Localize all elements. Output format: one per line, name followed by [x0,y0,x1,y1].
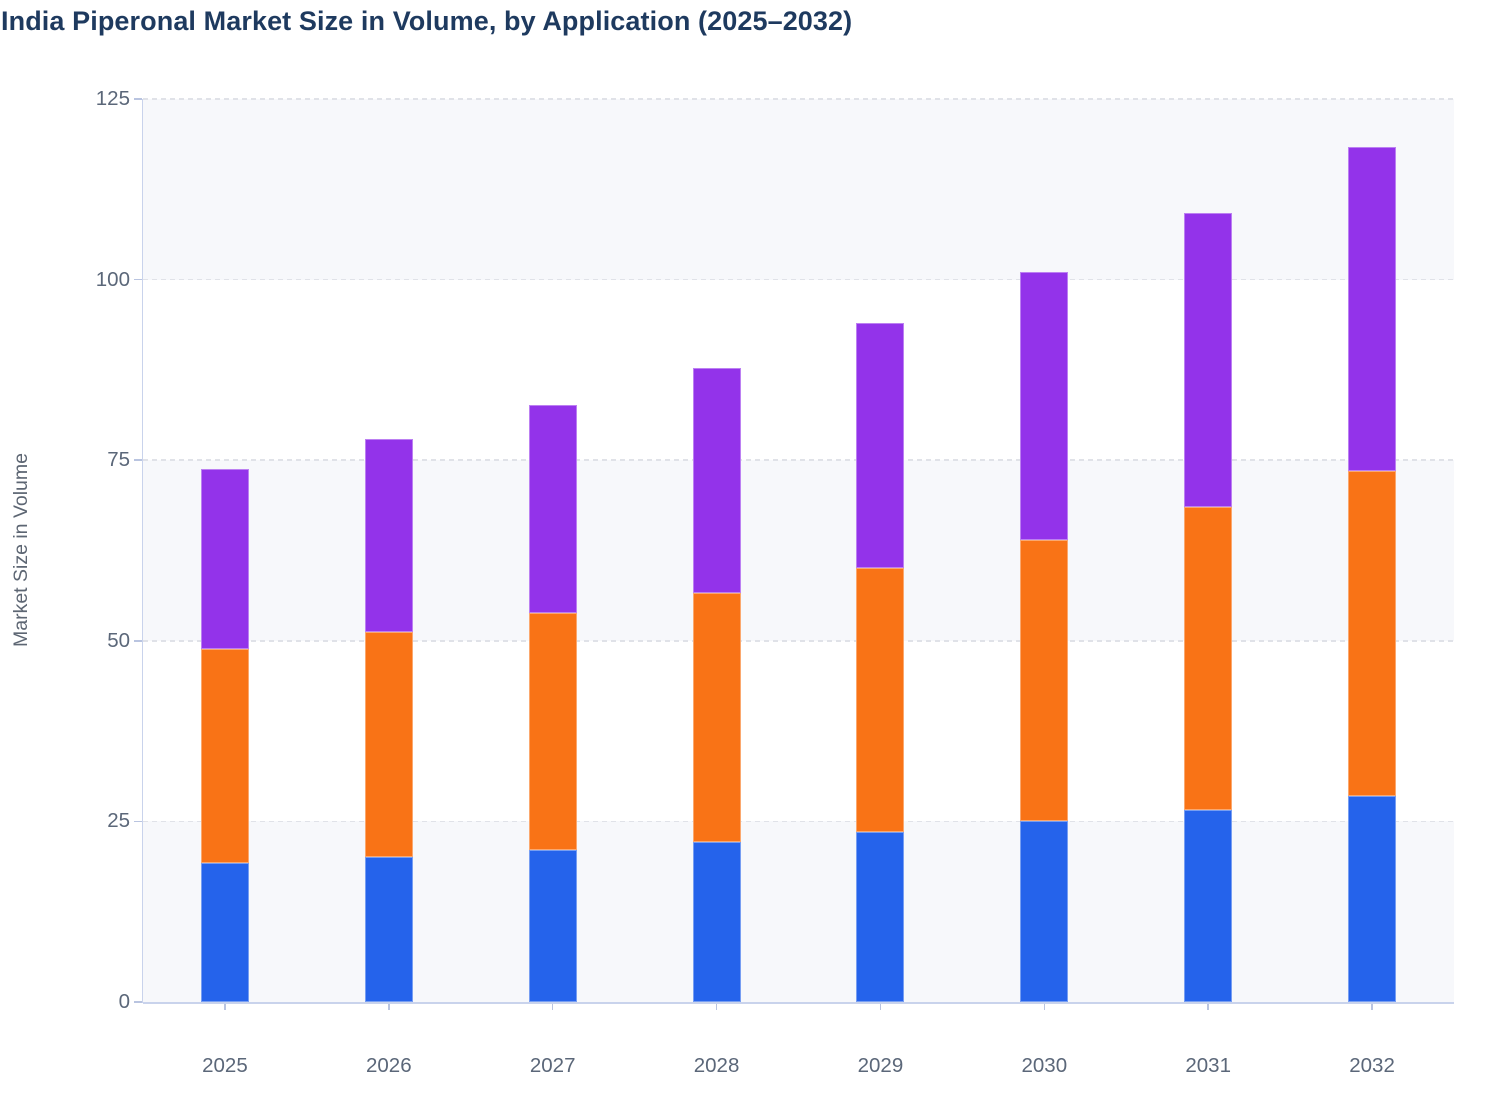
bar-2029-orange-segment[interactable] [856,567,905,833]
x-tick-label: 2025 [202,1054,248,1077]
bar-2025-purple-segment[interactable] [200,468,249,650]
plot-area [143,98,1454,1002]
y-axis-title: Market Size in Volume [0,99,42,1002]
y-axis-title-text: Market Size in Volume [9,453,32,648]
gridline [143,640,1454,642]
bar-2030-blue-segment[interactable] [1020,821,1069,1002]
y-tick-mark [134,98,142,100]
bar-2030-orange-segment[interactable] [1020,539,1069,822]
y-tick-label: 50 [107,628,130,652]
bar-2032-blue-segment[interactable] [1348,796,1397,1002]
y-tick-mark [134,640,142,642]
bar-2029-blue-segment[interactable] [856,832,905,1002]
y-tick-label: 125 [95,87,130,110]
y-tick-label: 0 [118,990,130,1013]
bar-2026-orange-segment[interactable] [364,632,413,857]
bar-2031-orange-segment[interactable] [1184,507,1233,810]
y-tick-mark [134,1001,142,1003]
x-tick-label: 2031 [1185,1054,1231,1077]
gridline [143,820,1454,823]
gridline [143,98,1454,100]
bar-2028-purple-segment[interactable] [692,367,741,594]
x-tick-mark [879,1003,882,1010]
plot-band [143,460,1454,641]
x-axis-line [143,1002,1454,1004]
x-tick-label: 2027 [529,1054,576,1077]
y-tick-label: 100 [95,267,130,291]
y-tick-mark [134,278,142,281]
x-tick-label: 2032 [1349,1054,1395,1077]
x-tick-mark [715,1003,718,1010]
y-axis-line [141,99,143,1003]
y-tick-label: 75 [107,448,130,472]
x-tick-mark [224,1003,226,1010]
x-tick-mark [1207,1003,1209,1010]
bar-2026-blue-segment[interactable] [364,856,413,1002]
bar-2030-purple-segment[interactable] [1020,271,1069,540]
plot-band [143,821,1454,1002]
bar-2031-purple-segment[interactable] [1184,213,1233,508]
bar-2027-blue-segment[interactable] [528,849,577,1002]
gridline [143,459,1454,461]
chart-title: India Piperonal Market Size in Volume, b… [1,6,853,36]
bar-2032-orange-segment[interactable] [1348,471,1397,797]
bar-2031-blue-segment[interactable] [1184,809,1233,1002]
y-tick-label: 25 [107,809,130,833]
bar-2028-orange-segment[interactable] [692,593,741,842]
x-tick-mark [1371,1003,1373,1010]
bar-2029-purple-segment[interactable] [856,322,905,568]
gridline [143,278,1454,281]
plot-band [143,99,1454,280]
x-tick-label: 2030 [1021,1054,1068,1077]
bar-2032-purple-segment[interactable] [1348,146,1397,472]
bar-2027-orange-segment[interactable] [528,613,577,850]
y-tick-mark [134,820,142,823]
y-tick-mark [134,459,142,461]
bar-2028-blue-segment[interactable] [692,841,741,1002]
plot-band [143,280,1454,461]
x-tick-label: 2026 [366,1054,412,1077]
x-tick-label: 2029 [857,1054,904,1077]
x-tick-mark [388,1003,390,1010]
x-tick-mark [1043,1003,1046,1010]
x-tick-label: 2028 [693,1054,740,1077]
bar-2027-purple-segment[interactable] [528,405,577,614]
x-tick-mark [551,1003,554,1010]
bar-2025-orange-segment[interactable] [200,649,249,863]
bar-2026-purple-segment[interactable] [364,439,413,633]
plot-band [143,641,1454,822]
bar-2025-blue-segment[interactable] [200,862,249,1002]
